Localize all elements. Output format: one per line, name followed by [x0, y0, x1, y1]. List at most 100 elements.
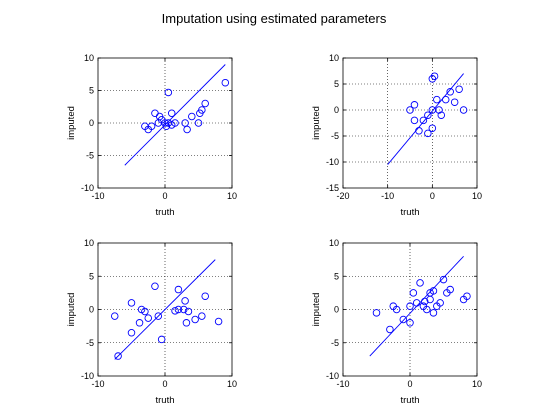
y-tick-label: -10 — [81, 371, 94, 381]
data-point — [441, 95, 450, 104]
data-point — [430, 72, 439, 80]
y-tick-label: -10 — [81, 183, 94, 193]
data-point — [433, 95, 441, 104]
data-point — [410, 116, 419, 125]
data-point — [436, 299, 444, 307]
y-tick-label: 5 — [334, 271, 339, 281]
data-point — [406, 319, 414, 327]
data-point — [463, 292, 471, 300]
data-point — [406, 106, 414, 114]
data-point — [424, 111, 432, 119]
y-axis-label: imputed — [66, 106, 77, 140]
x-tick-label: -20 — [336, 191, 349, 201]
data-point — [183, 125, 191, 134]
y-tick-label: -10 — [326, 371, 339, 381]
x-tick-label: 10 — [472, 379, 482, 389]
data-point — [171, 307, 179, 315]
x-tick-label: 10 — [472, 191, 482, 201]
data-point — [147, 122, 156, 130]
x-tick-label: -10 — [91, 379, 104, 389]
data-point — [180, 305, 188, 314]
data-point — [455, 85, 463, 93]
y-tick-label: -5 — [86, 151, 94, 161]
y-tick-label: 5 — [89, 271, 94, 281]
data-point — [127, 299, 136, 307]
y-tick-label: -15 — [326, 183, 339, 193]
data-point — [420, 297, 429, 306]
data-point — [446, 285, 454, 294]
x-tick-label: 0 — [162, 379, 167, 389]
data-point — [409, 289, 418, 297]
subplot-4: -10 0 10 -10 -5 0 5 10 truth imputed — [311, 238, 482, 406]
y-tick-label: 0 — [89, 305, 94, 315]
data-point — [141, 307, 149, 316]
data-point — [416, 279, 424, 287]
x-tick-label: -10 — [336, 379, 349, 389]
data-point — [372, 309, 381, 317]
data-point — [161, 119, 169, 127]
subplot-2: -20 -10 0 10 -15 -10 -5 0 5 10 truth imputed — [311, 53, 482, 218]
data-point — [110, 312, 119, 320]
x-tick-label: 10 — [227, 191, 237, 201]
data-point — [144, 314, 152, 322]
y-tick-label: 0 — [334, 105, 339, 115]
data-point — [157, 335, 166, 344]
x-tick-label: 0 — [430, 191, 435, 201]
data-point — [151, 109, 159, 117]
data-point — [171, 119, 179, 127]
x-tick-label: 10 — [227, 379, 237, 389]
data-point — [446, 88, 454, 96]
data-point — [127, 329, 136, 337]
data-point — [151, 282, 159, 290]
data-point — [410, 101, 419, 109]
data-point — [429, 287, 438, 295]
data-point — [194, 119, 203, 127]
data-point — [419, 116, 428, 125]
data-point — [392, 305, 401, 314]
subplot-1: -10 0 10 -10 -5 0 5 10 truth imputed — [66, 53, 237, 218]
y-tick-label: 10 — [84, 53, 94, 63]
y-tick-label: 5 — [89, 86, 94, 96]
data-point — [221, 78, 230, 87]
data-point — [429, 309, 438, 317]
x-tick-label: 0 — [162, 191, 167, 201]
x-axis-label: truth — [155, 395, 174, 406]
figure-title: Imputation using estimated parameters — [162, 11, 387, 26]
x-tick-label: 0 — [407, 379, 412, 389]
data-point — [201, 292, 209, 300]
data-point — [415, 127, 423, 135]
y-tick-label: 10 — [329, 238, 339, 248]
axes-box — [342, 57, 478, 189]
data-point — [428, 75, 437, 83]
x-axis-label: truth — [155, 207, 174, 218]
data-point — [154, 312, 163, 320]
fit-line — [114, 259, 216, 360]
data-point — [423, 305, 431, 314]
data-point — [450, 98, 459, 106]
data-point — [198, 312, 206, 320]
x-axis-label: truth — [400, 395, 419, 406]
fit-line — [387, 73, 464, 165]
data-point — [198, 106, 206, 114]
data-point — [174, 305, 183, 314]
subplot-3: -10 0 10 -10 -5 0 5 10 truth imputed — [66, 238, 237, 406]
data-point — [439, 275, 448, 284]
y-tick-label: 0 — [89, 118, 94, 128]
x-tick-label: -10 — [381, 191, 394, 201]
data-point — [191, 315, 199, 324]
y-tick-label: 0 — [334, 305, 339, 315]
y-tick-label: -5 — [86, 338, 94, 348]
data-point — [201, 99, 209, 108]
y-axis-label: imputed — [311, 293, 322, 327]
data-point — [188, 112, 196, 121]
y-tick-label: 10 — [84, 238, 94, 248]
data-point — [428, 124, 437, 132]
y-axis-label: imputed — [311, 106, 322, 140]
x-tick-label: -10 — [91, 191, 104, 201]
y-tick-label: -10 — [326, 157, 339, 167]
data-point — [406, 302, 414, 310]
data-point — [437, 111, 446, 119]
data-point — [182, 319, 191, 327]
data-point — [114, 352, 122, 360]
